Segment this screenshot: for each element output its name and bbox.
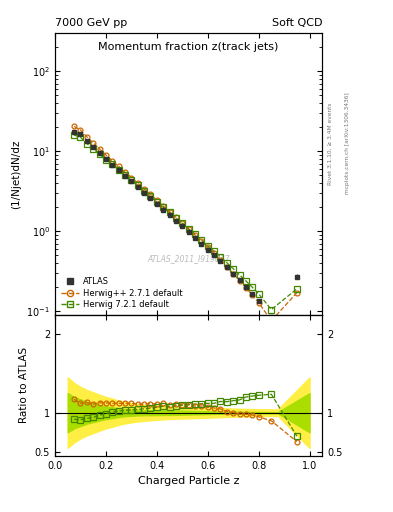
Text: Momentum fraction z(track jets): Momentum fraction z(track jets) — [99, 42, 279, 52]
Text: Soft QCD: Soft QCD — [272, 18, 322, 28]
Text: mcplots.cern.ch [arXiv:1306.3436]: mcplots.cern.ch [arXiv:1306.3436] — [345, 93, 350, 194]
Legend: ATLAS, Herwig++ 2.7.1 default, Herwig 7.2.1 default: ATLAS, Herwig++ 2.7.1 default, Herwig 7.… — [59, 275, 185, 311]
Y-axis label: Ratio to ATLAS: Ratio to ATLAS — [19, 347, 29, 423]
X-axis label: Charged Particle z: Charged Particle z — [138, 476, 239, 486]
Text: 7000 GeV pp: 7000 GeV pp — [55, 18, 127, 28]
Y-axis label: (1/Njet)dN/dz: (1/Njet)dN/dz — [11, 139, 21, 209]
Text: Rivet 3.1.10, ≥ 3.4M events: Rivet 3.1.10, ≥ 3.4M events — [328, 102, 333, 185]
Text: ATLAS_2011_I919017: ATLAS_2011_I919017 — [147, 254, 230, 263]
